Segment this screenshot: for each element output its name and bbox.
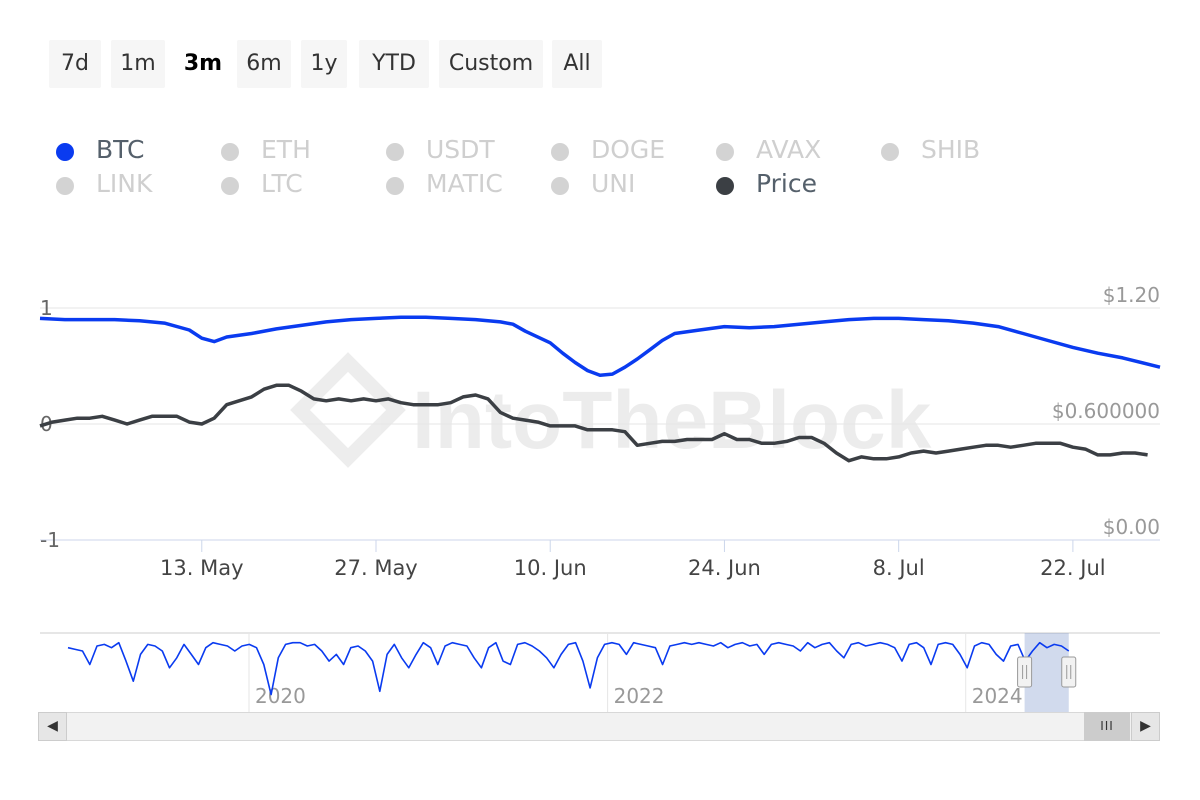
legend-label: LINK [96,169,153,198]
range-6m-button[interactable]: 6m [237,40,291,88]
legend-dot-icon [386,143,404,161]
x-tick-label: 13. May [160,556,244,580]
scrollbar-track[interactable] [38,712,1160,741]
watermark-text: IntoTheBlock [412,375,932,466]
navigator-series-line [67,641,1070,696]
navigator-year-label: 2024 [972,684,1023,708]
legend-dot-icon [386,177,404,195]
y-right-tick-label: $1.20 [1103,283,1160,307]
legend-label: UNI [591,169,636,198]
range-custom-button[interactable]: Custom [439,40,543,88]
legend-label: LTC [261,169,303,198]
range-7d-button[interactable]: 7d [49,40,101,88]
legend-label: USDT [426,135,495,164]
y-left-tick-label: -1 [40,528,60,552]
scroll-left-button[interactable]: ◀ [38,712,67,741]
range-1y-button[interactable]: 1y [301,40,347,88]
legend-dot-icon [551,143,569,161]
watermark-logo: IntoTheBlock [290,352,932,468]
legend-dot-icon [56,143,74,161]
navigator-handle[interactable] [1017,656,1033,688]
watermark-icon [290,352,406,468]
legend-label: SHIB [921,135,981,164]
x-tick-label: 24. Jun [688,556,761,580]
chart-legend: BTC ETH USDT DOGE AVAX SHIB LINK LTC MAT… [0,130,1200,210]
y-left-tick-label: 1 [40,296,53,320]
legend-dot-icon [551,177,569,195]
series-line-price [39,383,1148,463]
legend-dot-icon [716,177,734,195]
x-tick-label: 22. Jul [1040,556,1105,580]
scrollbar-thumb[interactable]: III [1084,712,1130,741]
navigator-year-label: 2022 [614,684,665,708]
range-ytd-button[interactable]: YTD [359,40,429,88]
legend-dot-icon [221,143,239,161]
range-all-button[interactable]: All [552,40,602,88]
scroll-right-button[interactable]: ▶ [1131,712,1160,741]
series-line-btc [39,315,1161,378]
legend-dot-icon [716,143,734,161]
legend-dot-icon [221,177,239,195]
y-right-tick-label: $0.00 [1103,515,1160,539]
legend-dot-icon [881,143,899,161]
legend-label: DOGE [591,135,666,164]
legend-label: MATIC [426,169,503,198]
navigator-chart[interactable]: 2020 2022 2024 [0,620,1200,712]
y-right-tick-label: $0.600000 [1052,399,1160,423]
x-tick-label: 10. Jun [514,556,587,580]
legend-label: ETH [261,135,311,164]
x-tick-label: 27. May [334,556,418,580]
legend-dot-icon [56,177,74,195]
legend-label: AVAX [756,135,822,164]
range-3m-button[interactable]: 3m [175,40,231,88]
x-tick-label: 8. Jul [873,556,925,580]
legend-label: Price [756,169,817,198]
legend-label: BTC [96,135,145,164]
navigator-handle[interactable] [1061,656,1077,688]
navigator-year-label: 2020 [255,684,306,708]
range-1m-button[interactable]: 1m [111,40,165,88]
